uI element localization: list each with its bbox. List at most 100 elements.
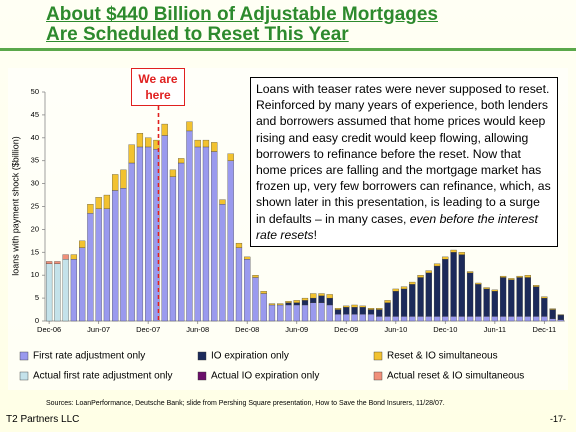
bar-segment bbox=[516, 275, 523, 278]
bar-segment bbox=[384, 300, 391, 303]
bar-segment bbox=[285, 302, 292, 306]
bar-segment bbox=[318, 295, 325, 303]
bar-segment bbox=[376, 309, 383, 317]
bar-segment bbox=[202, 146, 210, 322]
bar-segment bbox=[351, 304, 358, 308]
bar-segment bbox=[499, 316, 507, 322]
bar-segment bbox=[491, 316, 498, 322]
bar-segment bbox=[409, 284, 416, 317]
y-tick-label: 35 bbox=[31, 156, 39, 165]
bar-segment bbox=[301, 304, 309, 322]
bar-segment bbox=[310, 297, 317, 303]
y-tick-label: 15 bbox=[31, 247, 39, 256]
bar-segment bbox=[194, 139, 201, 148]
bar-segment bbox=[260, 293, 267, 322]
bar-segment bbox=[475, 282, 482, 285]
bar-segment bbox=[87, 213, 94, 322]
bar-segment bbox=[442, 259, 449, 317]
bar-segment bbox=[277, 304, 284, 322]
bar-segment bbox=[62, 254, 69, 260]
bar-segment bbox=[54, 263, 61, 322]
bar-segment bbox=[425, 270, 432, 274]
y-tick-label: 5 bbox=[35, 293, 39, 302]
bar-segment bbox=[46, 263, 53, 322]
y-tick-label: 10 bbox=[31, 270, 39, 279]
legend-label: Actual IO expiration only bbox=[211, 371, 319, 382]
bar-segment bbox=[450, 249, 457, 253]
bar-segment bbox=[136, 146, 144, 322]
legend-label: Reset & IO simultaneous bbox=[387, 351, 498, 362]
bar-segment bbox=[103, 208, 111, 322]
bar-segment bbox=[285, 301, 292, 303]
y-tick-label: 30 bbox=[31, 179, 39, 188]
bar-segment bbox=[499, 275, 507, 278]
annotation: Loans with teaser rates were never suppo… bbox=[250, 77, 558, 248]
bar-segment bbox=[433, 263, 441, 267]
bar-segment bbox=[450, 316, 457, 322]
bar-segment bbox=[384, 302, 391, 317]
bar-segment bbox=[351, 307, 358, 315]
bar-segment bbox=[400, 286, 408, 290]
bar-segment bbox=[343, 313, 350, 322]
bar-segment bbox=[227, 153, 234, 161]
y-axis-label: loans with payment shock ($billion) bbox=[10, 136, 20, 276]
bar-segment bbox=[70, 254, 78, 260]
legend-label: IO expiration only bbox=[211, 351, 289, 362]
bar-segment bbox=[112, 190, 119, 322]
bar-segment bbox=[161, 123, 168, 136]
x-tick-label: Jun-09 bbox=[285, 325, 308, 334]
bar-segment bbox=[120, 169, 127, 189]
legend-swatch bbox=[197, 371, 207, 381]
x-tick-label: Jun-10 bbox=[384, 325, 407, 334]
bar-segment bbox=[450, 252, 457, 317]
bar-segment bbox=[359, 305, 366, 308]
bar-segment bbox=[202, 139, 210, 148]
bar-segment bbox=[95, 197, 102, 209]
bar-segment bbox=[70, 259, 78, 322]
page-number: -17- bbox=[549, 414, 566, 424]
bar-segment bbox=[293, 300, 300, 303]
bar-segment bbox=[95, 208, 102, 322]
x-tick-label: Dec-11 bbox=[533, 325, 557, 334]
bar-segment bbox=[557, 319, 564, 322]
y-tick-label: 45 bbox=[31, 110, 39, 119]
bar-segment bbox=[62, 259, 69, 322]
bar-segment bbox=[235, 247, 243, 322]
bar-segment bbox=[310, 293, 317, 299]
bar-segment bbox=[425, 316, 432, 322]
bar-segment bbox=[128, 144, 135, 164]
bar-segment bbox=[442, 256, 449, 260]
bar-segment bbox=[194, 146, 201, 322]
bar-segment bbox=[557, 314, 564, 320]
bar-segment bbox=[277, 303, 284, 306]
bar-segment bbox=[211, 151, 218, 322]
bar-segment bbox=[252, 277, 259, 322]
bar-segment bbox=[524, 277, 531, 317]
bar-segment bbox=[392, 316, 399, 322]
bar-segment bbox=[541, 297, 548, 317]
bar-segment bbox=[508, 279, 515, 317]
x-tick-label: Jun-07 bbox=[87, 325, 110, 334]
bar-segment bbox=[541, 296, 548, 299]
bar-segment bbox=[392, 288, 399, 292]
bar-segment bbox=[466, 272, 474, 317]
title-rule bbox=[0, 48, 576, 51]
bar-segment bbox=[112, 174, 119, 191]
y-tick-label: 20 bbox=[31, 224, 39, 233]
bar-segment bbox=[458, 254, 465, 317]
y-tick-label: 40 bbox=[31, 133, 39, 142]
bar-segment bbox=[376, 308, 383, 310]
x-tick-label: Jun-11 bbox=[484, 325, 506, 334]
bar-segment bbox=[499, 277, 507, 317]
bar-segment bbox=[491, 289, 498, 292]
bar-segment bbox=[466, 316, 474, 322]
bar-segment bbox=[54, 261, 61, 264]
bar-segment bbox=[293, 304, 300, 322]
bar-segment bbox=[87, 204, 94, 214]
bar-segment bbox=[169, 176, 177, 322]
bar-segment bbox=[549, 318, 556, 322]
legend-swatch bbox=[19, 351, 29, 361]
bar-segment bbox=[128, 162, 135, 322]
bar-segment bbox=[417, 277, 424, 317]
annotation-text: Loans with teaser rates were never suppo… bbox=[256, 82, 551, 226]
